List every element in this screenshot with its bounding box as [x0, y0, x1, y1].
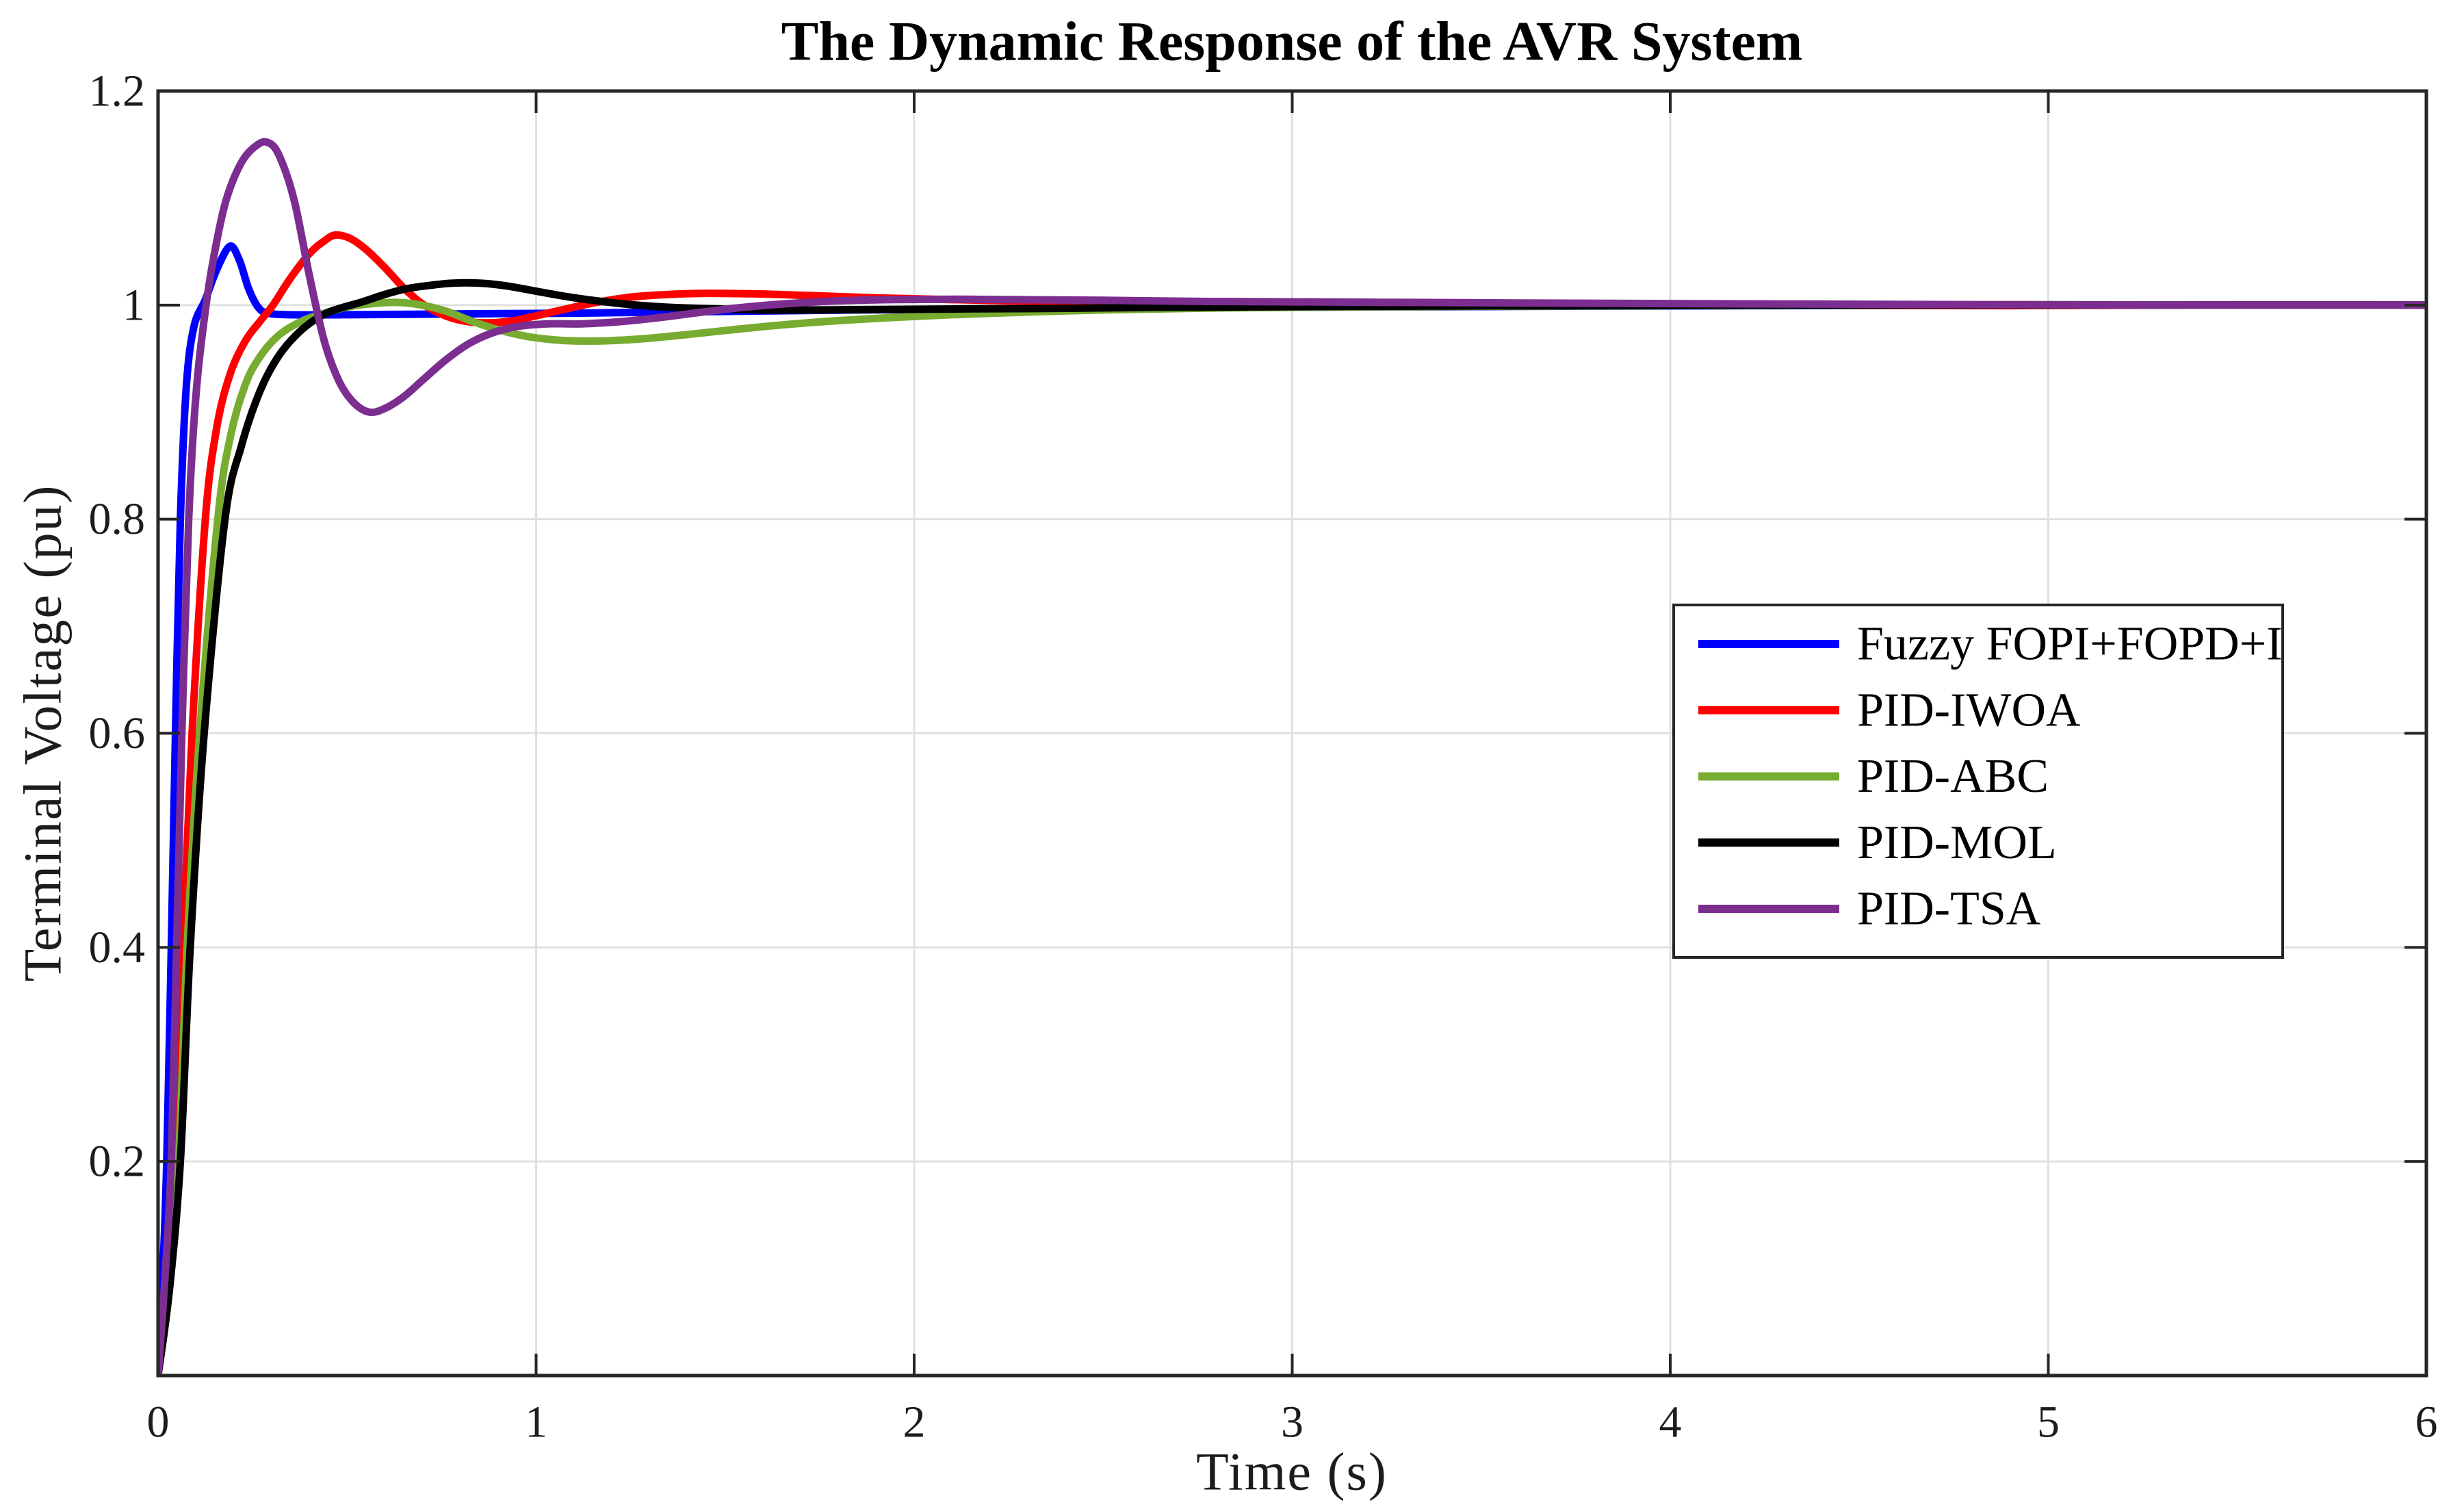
legend-entry: PID-TSA	[1698, 883, 2041, 936]
y-tick-label: 1.2	[89, 66, 146, 116]
chart-title: The Dynamic Response of the AVR System	[781, 10, 1803, 73]
legend: Fuzzy FOPI+FOPD+I PID-IWOA PID-ABC PID-MOL P…	[1672, 604, 2284, 959]
legend-entry: PID-ABC	[1698, 750, 2049, 803]
x-tick-label: 6	[2415, 1397, 2438, 1447]
x-tick-label: 3	[1281, 1397, 1304, 1447]
x-tick-labels: 0 1 2 3 4 5 6	[147, 1397, 2438, 1447]
legend-label: Fuzzy FOPI+FOPD+I	[1857, 618, 2283, 671]
y-tick-label: 0.8	[89, 494, 146, 544]
x-tick-label: 2	[903, 1397, 926, 1447]
y-tick-label: 0.2	[89, 1137, 146, 1187]
series-curve-5	[158, 138, 2426, 1376]
x-tick-label: 5	[2037, 1397, 2060, 1447]
y-tick-label: 0.6	[89, 708, 146, 758]
legend-entry: PID-IWOA	[1698, 684, 2081, 736]
legend-label: PID-TSA	[1857, 883, 2041, 936]
chart-series-layer	[158, 138, 2426, 1376]
y-axis-label: Terminal Voltage (pu)	[13, 485, 73, 982]
legend-box	[1672, 604, 2284, 959]
y-tick-label: 1	[122, 280, 145, 330]
tick-marks-layer	[158, 91, 2426, 1376]
x-tick-label: 0	[147, 1397, 170, 1447]
legend-label: PID-MOL	[1857, 816, 2057, 869]
legend-entry: PID-MOL	[1698, 816, 2057, 869]
legend-label: PID-ABC	[1857, 750, 2049, 803]
x-axis-label: Time (s)	[1196, 1442, 1388, 1501]
legend-label: PID-IWOA	[1857, 684, 2081, 736]
y-tick-label: 0.4	[89, 923, 146, 972]
y-tick-labels: 0.2 0.4 0.6 0.8 1 1.2	[89, 66, 146, 1187]
x-tick-label: 4	[1659, 1397, 1682, 1447]
legend-entry: Fuzzy FOPI+FOPD+I	[1698, 618, 2283, 671]
x-tick-label: 1	[525, 1397, 547, 1447]
